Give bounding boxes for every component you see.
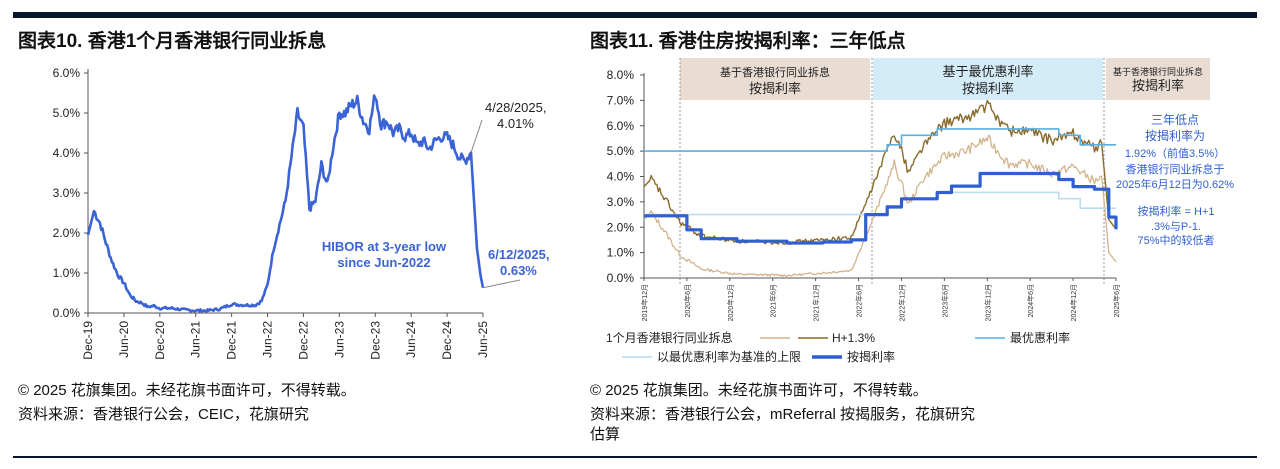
right-chart-title: 图表11. 香港住房按揭利率：三年低点 [590, 31, 906, 52]
right-legend-label: 以最优惠利率为基准的上限 [657, 349, 801, 364]
right-annotation-text: 2025年6月12日为0.62% [1116, 177, 1234, 191]
right-region-label-box [680, 58, 870, 100]
right-series-line [644, 171, 1118, 245]
right-x-tick-label: 2021年6月 [769, 284, 778, 317]
left-annotation-text: 6/12/2025, [488, 247, 549, 262]
right-x-tick-label: 2021年12月 [812, 284, 821, 321]
left-annotation-text: 4.01% [497, 116, 534, 131]
right-mortgage-chart: 基于香港银行同业拆息按揭利率基于最优惠利率按揭利率基于香港银行同业拆息按揭利率 … [606, 58, 1234, 364]
left-y-tick-label: 1.0% [53, 266, 81, 280]
right-x-tick-label: 2023年12月 [983, 284, 992, 321]
left-chart-title: 图表10. 香港1个月香港银行同业拆息 [18, 31, 327, 52]
left-annotation-text: 0.63% [500, 263, 537, 278]
left-x-tick-label: Jun-23 [332, 321, 346, 358]
right-y-tick-label: 3.0% [607, 195, 635, 209]
right-region-label: 基于香港银行同业拆息 [720, 65, 830, 79]
right-y-tick-label: 4.0% [607, 170, 635, 184]
bottom-rule [13, 456, 1257, 458]
right-y-tick-label: 1.0% [607, 246, 635, 260]
right-copyright: © 2025 花旗集团。未经花旗书面许可，不得转载。 [590, 382, 928, 399]
left-hibor-low-text: since Jun-2022 [337, 255, 430, 270]
left-copyright: © 2025 花旗集团。未经花旗书面许可，不得转载。 [18, 382, 356, 399]
right-x-tick-label: 2024年12月 [1069, 284, 1078, 321]
left-x-tick-label: Jun-21 [189, 321, 203, 358]
right-series-line [644, 128, 1116, 152]
left-x-tick-label: Dec-23 [368, 321, 382, 360]
left-x-tick-label: Dec-20 [153, 321, 167, 360]
right-y-tick-label: 2.0% [607, 220, 635, 234]
right-annotation-text: .3%与P-1. [1151, 220, 1201, 233]
left-annotation-leader [470, 119, 483, 153]
right-series-line [643, 134, 1117, 278]
left-y-tick-label: 3.0% [53, 186, 81, 200]
left-hibor-chart: 0.0% 1.0% 2.0% 3.0% 4.0% 5.0% 6.0% Dec-19 Jun-2… [53, 66, 550, 360]
right-series-line [644, 191, 1116, 216]
left-y-tick-label: 2.0% [53, 226, 81, 240]
right-y-tick-label: 8.0% [607, 68, 635, 82]
right-region-label: 按揭利率 [749, 81, 801, 96]
left-source: 资料来源：香港银行公会，CEIC，花旗研究 [18, 406, 309, 423]
right-source-line2: 估算 [590, 426, 621, 443]
left-hibor-low-text: HIBOR at 3-year low [322, 239, 447, 254]
right-annotation-text: 75%中的较低者 [1137, 233, 1214, 247]
top-rule [13, 12, 1257, 18]
right-y-tick-label: 6.0% [607, 119, 635, 133]
right-region-label-box [873, 58, 1103, 100]
right-x-tick-label: 2023年6月 [940, 284, 949, 317]
right-legend-label: 按揭利率 [847, 349, 895, 364]
right-source-line1: 资料来源：香港银行公会，mReferral 按揭服务，花旗研究 [590, 406, 976, 423]
right-region-label: 按揭利率 [1132, 78, 1184, 93]
right-legend-label: 最优惠利率 [1010, 330, 1070, 345]
right-annotation-text: 1.92%（前值3.5%） [1125, 146, 1225, 160]
left-x-tick-label: Jun-22 [261, 321, 275, 358]
right-region-label: 基于香港银行同业拆息 [1113, 66, 1203, 77]
right-annotation-text: 香港银行同业拆息于 [1126, 162, 1225, 176]
left-x-tick-label: Dec-22 [296, 321, 310, 360]
left-annotation-text: 4/28/2025, [485, 100, 546, 115]
right-legend-label: 1个月香港银行同业拆息 [606, 330, 733, 345]
left-x-tick-label: Dec-19 [81, 321, 95, 360]
right-x-tick-label: 2022年6月 [855, 284, 864, 317]
left-y-tick-label: 5.0% [53, 106, 81, 120]
right-region-label-box [1106, 58, 1210, 100]
right-x-tick-label: 2022年12月 [897, 284, 906, 321]
left-annotation-leader [482, 279, 521, 289]
left-y-tick-label: 4.0% [53, 146, 81, 160]
right-y-tick-label: 5.0% [607, 144, 635, 158]
left-x-tick-label: Dec-24 [440, 321, 454, 360]
right-legend-label: H+1.3% [832, 331, 875, 345]
right-x-tick-label: 2025年6月 [1112, 284, 1121, 317]
right-annotation-text: 按揭利率为 [1145, 128, 1205, 143]
right-y-tick-label: 0.0% [607, 271, 635, 285]
left-x-tick-label: Jun-20 [117, 321, 131, 358]
right-y-tick-label: 7.0% [607, 93, 635, 107]
left-x-tick-label: Dec-21 [225, 321, 239, 360]
left-series-line [86, 94, 485, 314]
right-region-label: 基于最优惠利率 [942, 64, 1033, 79]
right-region-label: 按揭利率 [962, 81, 1014, 96]
right-x-tick-label: 2024年6月 [1026, 284, 1035, 317]
right-annotation-text: 三年低点 [1151, 113, 1199, 127]
right-annotation-text: 按揭利率 = H+1 [1137, 204, 1214, 218]
left-y-tick-label: 6.0% [53, 66, 81, 80]
left-x-tick-label: Jun-25 [476, 321, 490, 358]
right-x-tick-label: 2020年6月 [683, 284, 692, 317]
left-y-tick-label: 0.0% [53, 306, 81, 320]
right-x-tick-label: 2020年12月 [726, 284, 735, 321]
right-x-tick-label: 2019年12月 [640, 284, 649, 321]
left-x-tick-label: Jun-24 [404, 321, 418, 358]
